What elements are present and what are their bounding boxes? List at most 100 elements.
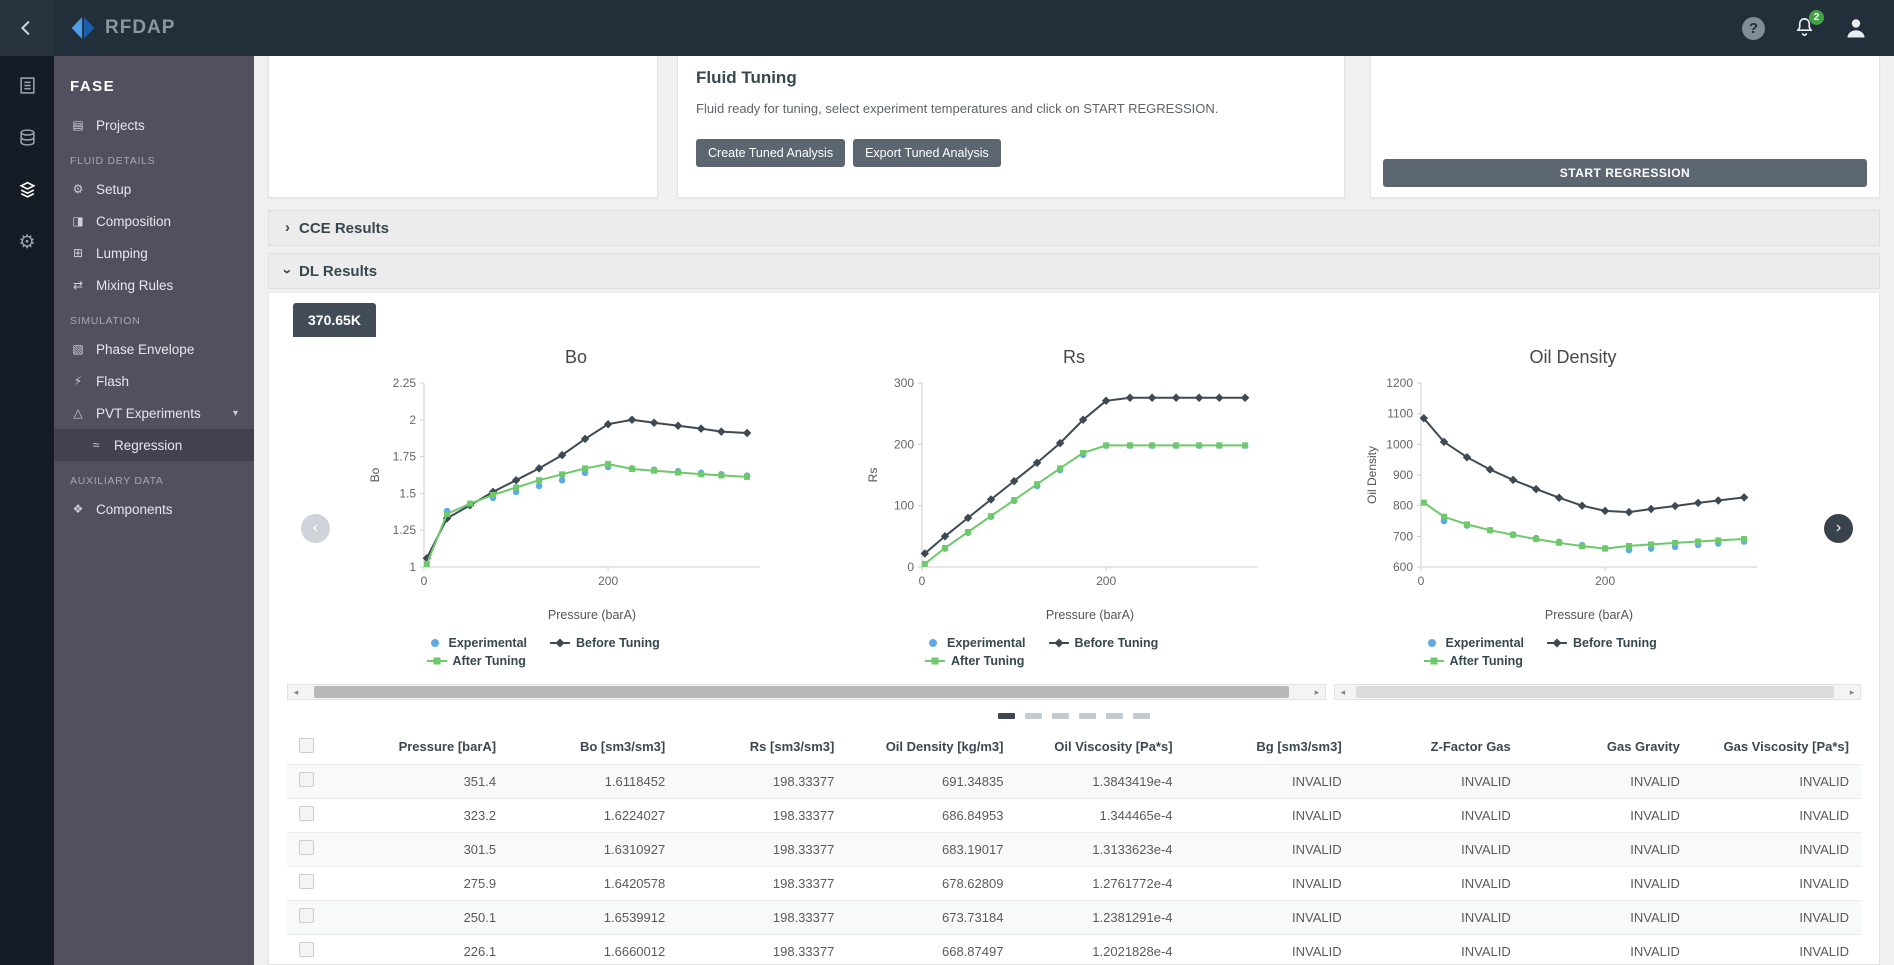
charts-next-button[interactable]: › [1824,514,1853,543]
sidebar-item-lumping[interactable]: ⊞ Lumping [54,237,254,269]
settings-rail-button[interactable]: ⚙ [18,232,35,254]
chevron-left-icon [20,20,30,36]
scrollbar-thumb[interactable] [1355,686,1835,698]
sidebar-item-pvt-experiments[interactable]: △ PVT Experiments ▾ [54,397,254,429]
svg-text:100: 100 [894,499,914,513]
export-tuned-analysis-button[interactable]: Export Tuned Analysis [853,139,1001,167]
secondary-horizontal-scrollbar[interactable]: ◂ ▸ [1333,684,1861,700]
table-row: 301.5 1.6310927 198.33377 683.19017 1.313362… [287,832,1861,867]
scroll-left-icon[interactable]: ◂ [293,686,299,697]
legend-item-before_tuning[interactable]: Before Tuning [1048,636,1158,650]
sidebar-item-composition[interactable]: ◨ Composition [54,205,254,237]
legend-item-experimental[interactable]: Experimental [1423,636,1524,650]
notifications-button[interactable]: 2 [1793,10,1824,40]
scroll-left-icon[interactable]: ◂ [1340,686,1346,697]
regression-card: START REGRESSION [1370,56,1880,198]
table-row: 323.2 1.6224027 198.33377 686.84953 1.344465… [287,798,1861,833]
table-cell: 1.344465e-4 [1015,798,1185,833]
page-indicator[interactable] [1106,713,1123,719]
chart-legend: Experimental Before Tuning After Tuning [924,636,1224,668]
row-checkbox[interactable] [299,840,314,855]
sidebar-section-label: AUXILIARY DATA [70,475,164,487]
table-cell: 1.6539912 [508,900,678,935]
scroll-right-icon[interactable]: ▸ [1314,686,1320,697]
page-indicator[interactable] [1079,713,1096,719]
svg-text:2.25: 2.25 [392,376,416,390]
table-cell: 198.33377 [677,934,847,964]
bell-icon [1796,18,1813,36]
square-marker-icon [426,657,447,665]
cce-results-section-header[interactable]: › CCE Results [268,210,1880,246]
pvt-experiments-icon: △ [73,406,83,420]
help-icon[interactable]: ? [1742,16,1765,40]
select-all-checkbox[interactable] [299,737,314,753]
charts-prev-button[interactable]: ‹ [301,514,330,543]
database-rail-button[interactable] [18,128,37,150]
page-indicator[interactable] [1052,713,1069,719]
start-regression-button[interactable]: START REGRESSION [1383,159,1867,187]
legend-item-before_tuning[interactable]: Before Tuning [1546,636,1657,650]
logo-text: RFDAP [105,17,176,38]
row-checkbox[interactable] [299,942,314,957]
table-row: 275.9 1.6420578 198.33377 678.62809 1.276177… [287,866,1861,901]
app-logo[interactable]: RFDAP [70,15,175,41]
row-checkbox[interactable] [299,806,314,821]
legend-item-before_tuning[interactable]: Before Tuning [549,636,660,650]
sidebar-item-flash[interactable]: ⚡ Flash [54,365,254,397]
sidebar-item-components[interactable]: ❖ Components [54,493,254,525]
sidebar-item-projects[interactable]: ▤ Projects [54,109,254,141]
back-button[interactable] [0,0,54,56]
sidebar-item-phase-envelope[interactable]: ▧ Phase Envelope [54,333,254,365]
sidebar-item-regression[interactable]: ≈ Regression [54,429,254,461]
sidebar-item-mixing-rules[interactable]: ⇄ Mixing Rules [54,269,254,301]
table-cell: 1.6660012 [508,934,678,964]
create-tuned-analysis-button[interactable]: Create Tuned Analysis [696,139,846,167]
chevron-left-icon: ‹ [312,518,319,536]
column-header: Oil Viscosity [Pa*s] [1015,730,1185,765]
row-checkbox[interactable] [299,874,314,889]
table-cell: 198.33377 [677,798,847,833]
table-cell: INVALID [1184,798,1354,833]
legend-item-experimental[interactable]: Experimental [426,636,527,650]
svg-text:Rs: Rs [866,468,880,483]
table-cell: 668.87497 [846,934,1016,964]
temperature-tab[interactable]: 370.65K [293,303,376,337]
row-checkbox[interactable] [299,772,314,787]
dot-marker-icon [929,639,937,647]
column-header: Gas Gravity [1522,730,1692,765]
chevron-down-icon: › [279,268,296,274]
svg-text:1.5: 1.5 [399,486,416,500]
app-body: ⚙ FASE ▤ Projects FLUID DETAILS ⚙ Setup ◨ Comp… [0,56,1894,965]
column-header: Z-Factor Gas [1353,730,1523,765]
column-header: Gas Viscosity [Pa*s] [1691,730,1861,765]
flash-icon: ⚡ [73,374,83,388]
svg-text:600: 600 [1392,560,1412,574]
table-cell: INVALID [1522,798,1692,833]
dl-results-section-header[interactable]: › DL Results [268,253,1880,289]
sidebar-item-label: Setup [96,181,132,197]
sidebar-item-setup[interactable]: ⚙ Setup [54,173,254,205]
scrollbar-thumb[interactable] [314,686,1289,698]
legend-item-after_tuning[interactable]: After Tuning [426,654,526,668]
analysis-rail-button[interactable] [18,180,37,202]
legend-item-after_tuning[interactable]: After Tuning [1423,654,1523,668]
table-cell: INVALID [1522,764,1692,799]
column-header: Rs [sm3/sm3] [677,730,847,765]
legend-item-after_tuning[interactable]: After Tuning [924,654,1024,668]
page-indicator[interactable] [998,713,1015,719]
scroll-right-icon[interactable]: ▸ [1849,686,1855,697]
user-avatar[interactable] [1844,16,1868,40]
pagination [287,713,1861,719]
charts-horizontal-scrollbar[interactable]: ◂ ▸ [287,684,1326,700]
page-indicator[interactable] [1133,713,1150,719]
table-cell: 198.33377 [677,764,847,799]
sidebar-item-label: Composition [96,213,172,229]
topbar-actions: ? 2 [1742,10,1894,40]
page-indicator[interactable] [1025,713,1042,719]
forms-rail-button[interactable] [18,76,37,98]
row-checkbox[interactable] [299,908,314,923]
svg-text:300: 300 [894,376,914,390]
table-cell: INVALID [1353,900,1523,935]
legend-item-experimental[interactable]: Experimental [924,636,1026,650]
table-cell: INVALID [1184,900,1354,935]
